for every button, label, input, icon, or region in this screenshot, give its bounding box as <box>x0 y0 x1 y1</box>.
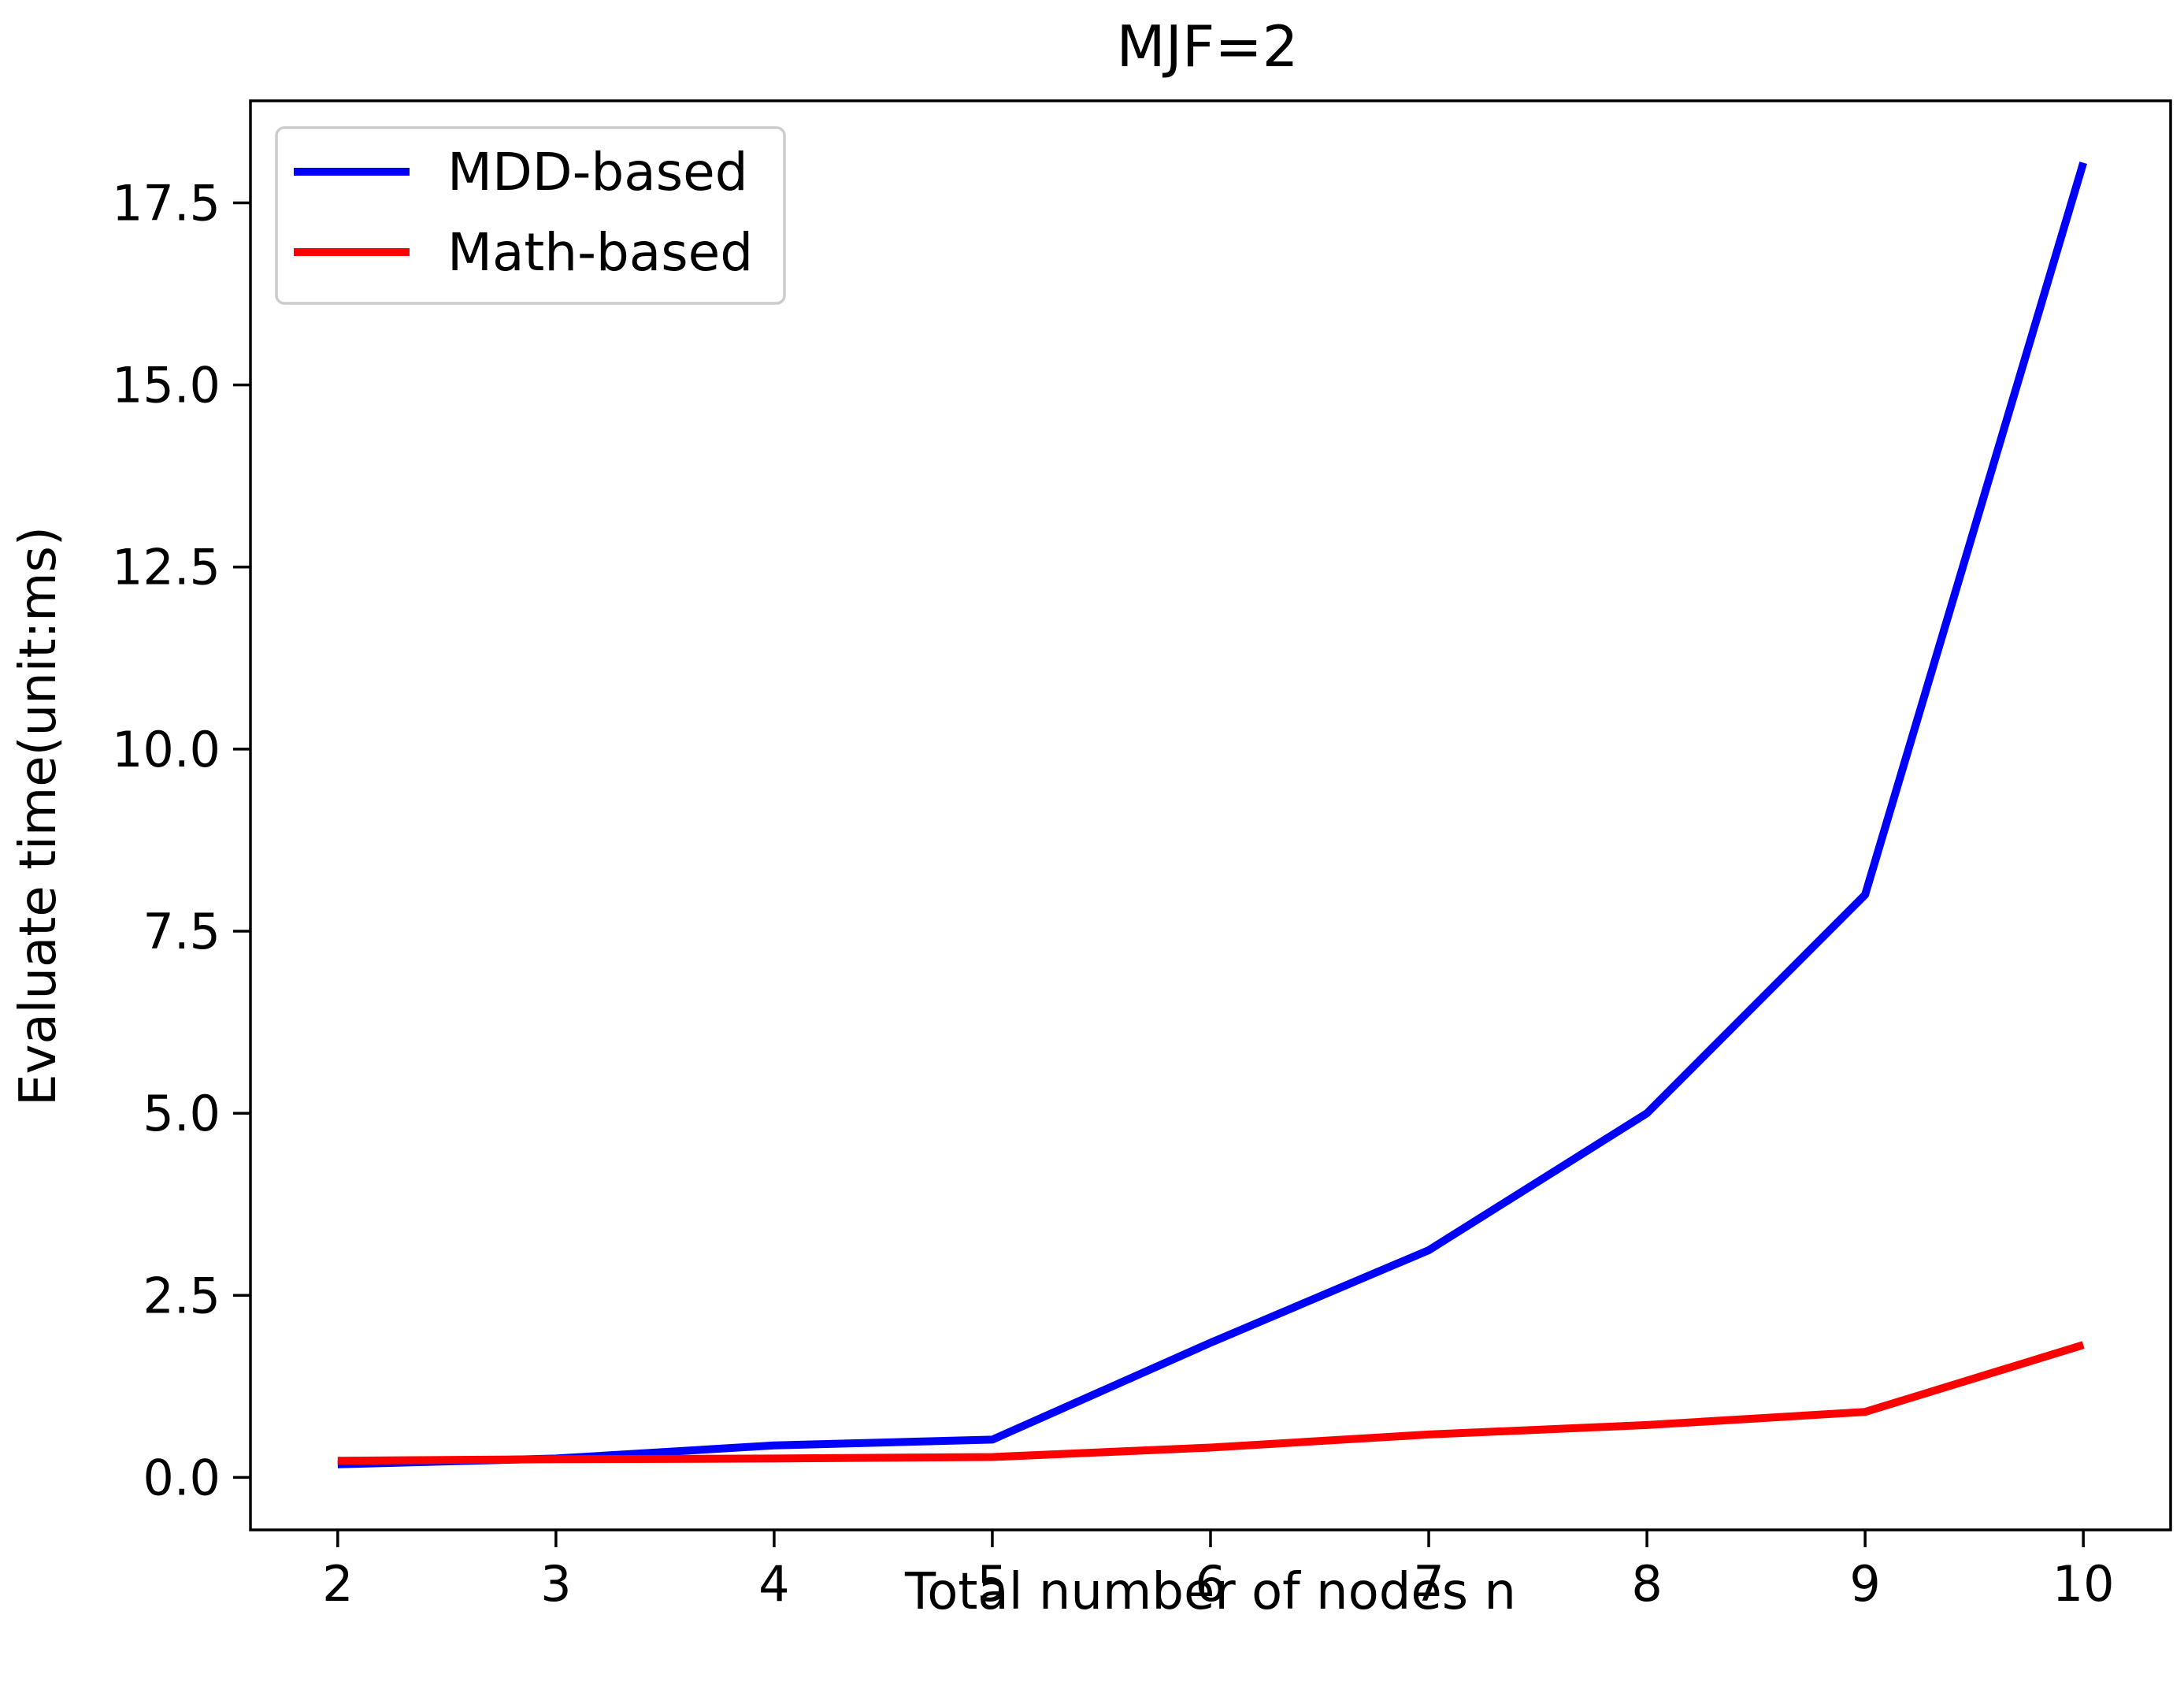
x-tick-label: 3 <box>540 1555 571 1613</box>
y-tick-label: 5.0 <box>143 1085 221 1142</box>
series-line-mdd-based <box>337 161 2087 1468</box>
legend: MDD-based Math-based <box>275 126 786 305</box>
x-axis-title: Total number of nodes n <box>904 1563 1516 1621</box>
series-line-math-based <box>337 1341 2085 1465</box>
chart-title: MJF=2 <box>1117 13 1299 80</box>
x-tick-label: 5 <box>977 1555 1007 1613</box>
x-tick-label: 4 <box>758 1555 789 1613</box>
y-tick-label: 10.0 <box>112 721 221 778</box>
x-tick-label: 8 <box>1631 1555 1662 1613</box>
y-tick-label: 15.0 <box>112 357 221 414</box>
x-tick-label: 6 <box>1195 1555 1225 1613</box>
y-tick-label: 2.5 <box>143 1267 221 1324</box>
y-tick-label: 12.5 <box>112 539 221 596</box>
y-axis-title: Evaluate time(unit:ms) <box>9 526 68 1106</box>
y-tick-label: 7.5 <box>143 903 221 960</box>
plot-area-frame <box>249 99 2172 1531</box>
x-tick-label: 7 <box>1413 1555 1444 1613</box>
x-axis: 2 3 4 5 6 7 8 9 10 <box>322 1530 2115 1613</box>
legend-label-mdd-based: MDD-based <box>447 142 748 202</box>
x-tick-label: 2 <box>322 1555 353 1613</box>
x-tick-label: 10 <box>2052 1555 2115 1613</box>
y-tick-label: 17.5 <box>112 174 221 232</box>
y-axis: 0.0 2.5 5.0 7.5 10.0 12.5 15.0 17.5 <box>112 174 250 1506</box>
legend-label-math-based: Math-based <box>447 222 753 283</box>
series-layer <box>337 161 2087 1468</box>
y-tick-label: 0.0 <box>143 1449 221 1506</box>
x-tick-label: 9 <box>1849 1555 1880 1613</box>
